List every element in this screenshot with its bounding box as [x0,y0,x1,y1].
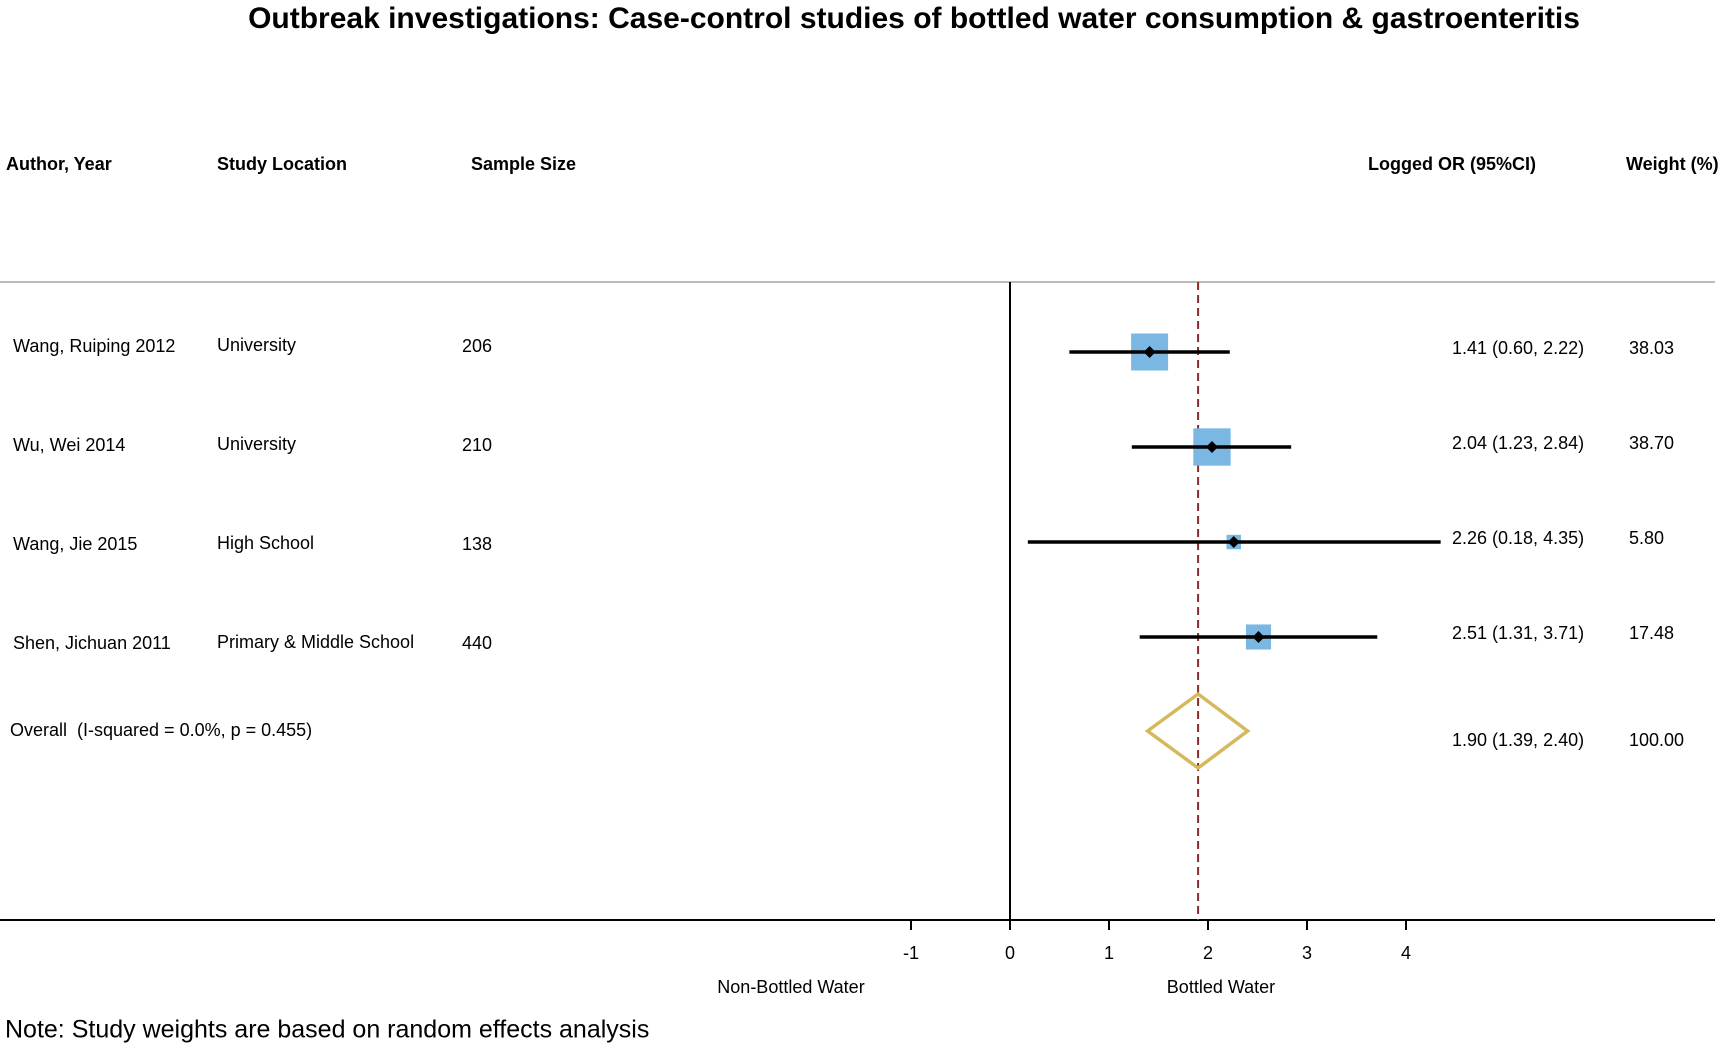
column-header: Study Location [217,154,347,174]
estimate-label: 2.04 (1.23, 2.84) [1452,433,1584,453]
x-tick-label: 4 [1401,943,1411,963]
location: University [217,434,296,454]
point-estimate [1252,631,1265,643]
location: High School [217,533,314,553]
point-estimate [1227,536,1240,548]
x-tick-label: 1 [1104,943,1114,963]
author: Wu, Wei 2014 [13,435,125,455]
weight-label: 5.80 [1629,528,1664,548]
weight-label: 38.03 [1629,338,1674,358]
axis-side-label: Bottled Water [1167,977,1275,997]
point-estimate [1205,441,1218,453]
weight-label: 17.48 [1629,623,1674,643]
estimate-label: 1.90 (1.39, 2.40) [1452,730,1584,750]
sample-size: 206 [462,336,492,356]
author: Wang, Ruiping 2012 [13,336,175,356]
sample-size: 138 [462,534,492,554]
location: Primary & Middle School [217,632,414,652]
x-tick-label: 2 [1203,943,1213,963]
estimate-label: 1.41 (0.60, 2.22) [1452,338,1584,358]
axis-side-label: Non-Bottled Water [717,977,864,997]
author: Wang, Jie 2015 [13,534,137,554]
x-tick-label: 0 [1005,943,1015,963]
chart-title: Outbreak investigations: Case-control st… [248,2,1580,35]
location: University [217,335,296,355]
x-tick-label: -1 [903,943,919,963]
estimate-label: 2.51 (1.31, 3.71) [1452,623,1584,643]
overall-diamond [1144,691,1251,771]
sample-size: 210 [462,435,492,455]
overall-label: Overall (I-squared = 0.0%, p = 0.455) [10,720,312,740]
footnote: Note: Study weights are based on random … [5,1016,649,1044]
column-header: Sample Size [471,154,576,174]
x-tick-label: 3 [1302,943,1312,963]
author: Shen, Jichuan 2011 [13,633,171,653]
sample-size: 440 [462,633,492,653]
column-header: Logged OR (95%CI) [1368,154,1536,174]
estimate-label: 2.26 (0.18, 4.35) [1452,528,1584,548]
weight-label: 100.00 [1629,730,1684,750]
column-header: Author, Year [6,154,112,174]
point-estimate [1143,346,1156,358]
weight-label: 38.70 [1629,433,1674,453]
column-header: Weight (%) [1626,154,1719,174]
